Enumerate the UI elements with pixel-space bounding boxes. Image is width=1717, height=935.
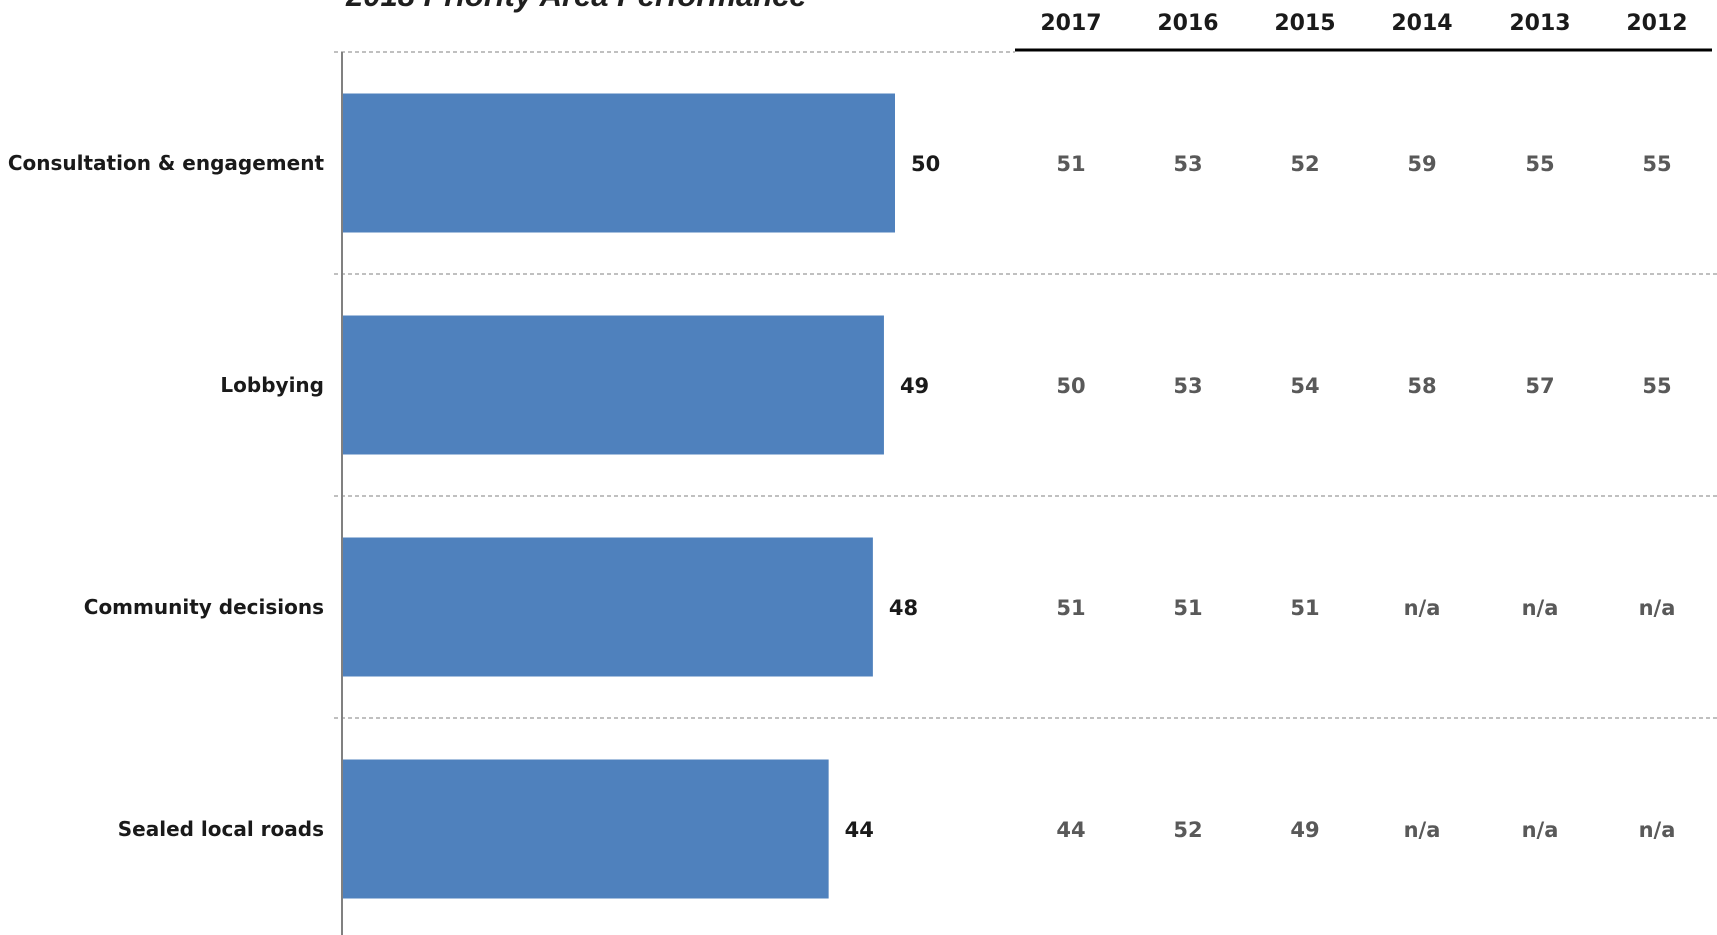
bar-0 bbox=[342, 93, 895, 233]
table-cell-1-5: 55 bbox=[1642, 374, 1671, 398]
table-cell-3-5: n/a bbox=[1639, 818, 1676, 842]
table-cell-1-0: 50 bbox=[1056, 374, 1085, 398]
table-cell-0-5: 55 bbox=[1642, 152, 1671, 176]
table-cell-1-1: 53 bbox=[1173, 374, 1202, 398]
year-headers: 2017 2016 2015 2014 2013 2012 bbox=[1040, 11, 1687, 36]
table-cell-2-2: 51 bbox=[1290, 596, 1319, 620]
table-cell-0-4: 55 bbox=[1525, 152, 1554, 176]
table-cell-3-1: 52 bbox=[1173, 818, 1202, 842]
value-label-1: 49 bbox=[900, 374, 929, 398]
value-label-2: 48 bbox=[889, 596, 918, 620]
history-table: 51 53 52 59 55 55 50 53 54 58 57 55 51 51 51 n/a n/a n/a 4… bbox=[1056, 152, 1675, 842]
bar-2 bbox=[342, 537, 873, 677]
table-cell-1-2: 54 bbox=[1290, 374, 1319, 398]
table-cell-2-1: 51 bbox=[1173, 596, 1202, 620]
value-label-3: 44 bbox=[845, 818, 874, 842]
table-cell-3-2: 49 bbox=[1290, 818, 1319, 842]
table-cell-2-4: n/a bbox=[1522, 596, 1559, 620]
table-cell-0-0: 51 bbox=[1056, 152, 1085, 176]
table-cell-3-4: n/a bbox=[1522, 818, 1559, 842]
year-header-2014: 2014 bbox=[1391, 11, 1452, 36]
table-cell-1-4: 57 bbox=[1525, 374, 1554, 398]
category-labels: Consultation & engagement Lobbying Communi… bbox=[8, 151, 325, 841]
table-cell-3-0: 44 bbox=[1056, 818, 1085, 842]
year-header-2016: 2016 bbox=[1157, 11, 1218, 36]
table-cell-0-3: 59 bbox=[1407, 152, 1436, 176]
category-label-2: Community decisions bbox=[84, 595, 324, 619]
category-label-3: Sealed local roads bbox=[118, 817, 324, 841]
table-cell-2-3: n/a bbox=[1404, 596, 1441, 620]
table-cell-2-5: n/a bbox=[1639, 596, 1676, 620]
year-header-2012: 2012 bbox=[1626, 11, 1687, 36]
table-cell-2-0: 51 bbox=[1056, 596, 1085, 620]
table-cell-0-1: 53 bbox=[1173, 152, 1202, 176]
value-label-0: 50 bbox=[911, 152, 940, 176]
grid-lines bbox=[334, 51, 1717, 719]
bars bbox=[342, 93, 895, 899]
value-labels: 50 49 48 44 bbox=[845, 152, 941, 842]
bar-3 bbox=[342, 759, 829, 899]
table-cell-3-3: n/a bbox=[1404, 818, 1441, 842]
chart-title: 2018 Priority Area Performance bbox=[345, 0, 807, 13]
table-cell-0-2: 52 bbox=[1290, 152, 1319, 176]
year-header-2017: 2017 bbox=[1040, 11, 1101, 36]
year-header-2015: 2015 bbox=[1274, 11, 1335, 36]
category-label-0: Consultation & engagement bbox=[8, 151, 325, 175]
year-header-2013: 2013 bbox=[1509, 11, 1570, 36]
table-cell-1-3: 58 bbox=[1407, 374, 1436, 398]
bar-1 bbox=[342, 315, 884, 455]
category-label-1: Lobbying bbox=[220, 373, 324, 397]
